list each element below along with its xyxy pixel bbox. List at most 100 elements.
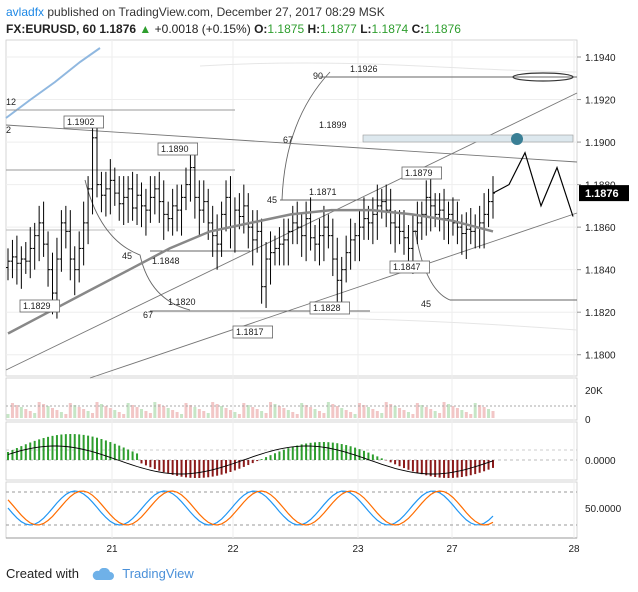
volume-bar <box>42 404 46 418</box>
volume-pane <box>5 377 578 421</box>
volume-bar <box>406 412 410 418</box>
volume-bar <box>104 406 108 418</box>
price-tick-label: 1.1940 <box>585 53 616 64</box>
volume-bar <box>180 414 184 418</box>
volume-bar <box>260 411 264 418</box>
fib-level-label: 67 <box>283 135 293 145</box>
author-link[interactable]: avladfx <box>6 5 45 19</box>
volume-bar <box>126 403 130 418</box>
tradingview-cloud-icon[interactable] <box>91 567 115 582</box>
volume-bar <box>473 403 477 418</box>
volume-bar <box>113 410 117 418</box>
price-label: 1.1871 <box>309 187 337 197</box>
price-label-box <box>232 325 273 339</box>
volume-bar <box>433 411 437 418</box>
volume-bar <box>331 404 335 418</box>
volume-bar <box>139 409 143 418</box>
macd-tick-label: 0.0000 <box>585 456 616 467</box>
volume-bar <box>277 406 281 418</box>
volume-bar <box>349 412 353 418</box>
price-label: 1.1899 <box>319 120 347 130</box>
volume-bar <box>393 406 397 418</box>
volume-bar <box>148 413 152 418</box>
volume-bar <box>50 408 54 418</box>
fib-arc <box>281 71 331 201</box>
fib-level-label: 45 <box>421 299 431 309</box>
close-value: 1.1876 <box>424 22 461 36</box>
faint-band-line <box>199 62 578 73</box>
time-tick-label: 27 <box>446 544 458 555</box>
volume-bar <box>82 409 86 418</box>
footer: Created with TradingView <box>6 566 194 582</box>
volume-bar <box>469 414 473 418</box>
volume-bar <box>242 403 246 418</box>
price-label: 1.1847 <box>393 262 421 272</box>
volume-bar <box>237 414 241 418</box>
volume-bar <box>309 407 313 418</box>
channel-line-lower <box>89 212 578 379</box>
price-label-box <box>401 166 442 180</box>
publish-text: published on TradingView.com, December 2… <box>47 5 385 19</box>
volume-bar <box>335 406 339 418</box>
volume-bar <box>10 403 14 418</box>
volume-bar <box>429 409 433 418</box>
volume-bar <box>322 413 326 418</box>
publish-info: avladfx published on TradingView.com, De… <box>6 5 385 19</box>
volume-bar <box>464 412 468 418</box>
volume-bar <box>202 411 206 418</box>
tradingview-link[interactable]: TradingView <box>122 566 194 581</box>
current-price-box <box>579 185 629 202</box>
stoch-k-line <box>7 490 494 526</box>
price-label: 1.1848 <box>152 256 180 266</box>
change-value: +0.0018 (+0.15%) <box>154 22 251 36</box>
volume-bar <box>68 403 72 418</box>
price-label-box <box>309 301 350 315</box>
volume-bar <box>326 402 330 418</box>
volume-bar <box>131 405 135 418</box>
volume-bar <box>122 414 126 418</box>
volume-bar <box>384 402 388 418</box>
high-value: 1.1877 <box>320 22 357 36</box>
volume-bar <box>375 411 379 418</box>
volume-bar <box>153 402 157 418</box>
volume-bar <box>73 405 77 418</box>
price-label-box <box>389 260 430 274</box>
volume-bar <box>37 402 41 418</box>
volume-bar <box>317 411 321 418</box>
volume-bar <box>188 405 192 418</box>
price-tick-label: 1.1820 <box>585 308 616 319</box>
volume-bar <box>215 404 219 418</box>
time-tick-label: 22 <box>227 544 239 555</box>
fib-level-label: 12 <box>6 97 16 107</box>
fib-level-label: 45 <box>267 195 277 205</box>
volume-bar <box>206 413 210 418</box>
fib-level-label: 45 <box>122 251 132 261</box>
volume-tick-label: 0 <box>585 415 591 426</box>
price-label-box <box>19 299 60 313</box>
volume-bar <box>193 407 197 418</box>
volume-bar <box>491 411 495 418</box>
price-label: 1.1820 <box>168 297 196 307</box>
volume-bar <box>171 410 175 418</box>
volume-bar <box>157 404 161 418</box>
fib-level-label: 90 <box>313 71 323 81</box>
symbol-label: FX:EURUSD, 60 <box>6 22 97 36</box>
volume-bar <box>228 410 232 418</box>
volume-bar <box>33 413 37 418</box>
volume-bar <box>389 404 393 418</box>
moving-average-line <box>7 208 494 335</box>
volume-bar <box>91 413 95 418</box>
ohlc-legend: FX:EURUSD, 60 1.1876 ▲ +0.0018 (+0.15%) … <box>6 22 461 36</box>
volume-bar <box>273 404 277 418</box>
price-label-box <box>63 115 104 129</box>
target-ellipse <box>512 72 574 82</box>
volume-bar <box>55 410 59 418</box>
volume-bar <box>211 402 215 418</box>
volume-bar <box>313 409 317 418</box>
volume-bar <box>64 414 68 418</box>
volume-bar <box>487 409 491 418</box>
volume-bar <box>269 402 273 418</box>
zone-1899 <box>362 134 574 143</box>
volume-bar <box>358 403 362 418</box>
